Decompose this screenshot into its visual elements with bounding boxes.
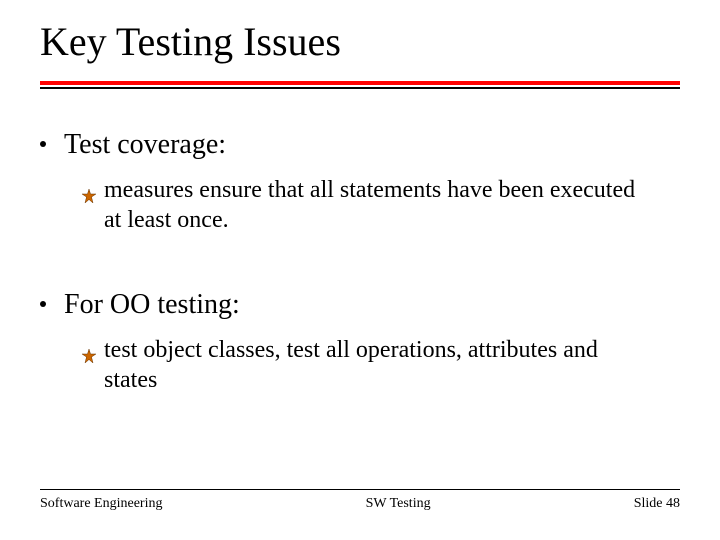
footer-right: Slide 48 bbox=[634, 496, 680, 512]
sub-bullet-text: test object classes, test all operations… bbox=[104, 335, 652, 395]
footer-left: Software Engineering bbox=[40, 496, 162, 512]
bullet-star-icon bbox=[82, 341, 96, 371]
footer-rule bbox=[40, 489, 680, 490]
bullet-dot-icon bbox=[40, 141, 46, 147]
bullet-star-icon bbox=[82, 181, 96, 211]
list-item: For OO testing: test object classes, tes… bbox=[40, 289, 680, 395]
slide-footer: Software Engineering SW Testing Slide 48 bbox=[40, 489, 680, 512]
slide-title: Key Testing Issues bbox=[40, 0, 680, 77]
sub-list-item: measures ensure that all statements have… bbox=[82, 175, 652, 235]
bullet-list: Test coverage: measures ensure that all … bbox=[40, 129, 680, 395]
list-item: Test coverage: measures ensure that all … bbox=[40, 129, 680, 235]
bullet-label: Test coverage: bbox=[64, 129, 226, 161]
slide: Key Testing Issues Test coverage: bbox=[0, 0, 720, 540]
slide-content: Test coverage: measures ensure that all … bbox=[40, 89, 680, 395]
sub-list-item: test object classes, test all operations… bbox=[82, 335, 652, 395]
title-rule-red bbox=[40, 81, 680, 85]
footer-center: SW Testing bbox=[366, 496, 431, 512]
bullet-dot-icon bbox=[40, 301, 46, 307]
bullet-label: For OO testing: bbox=[64, 289, 240, 321]
sub-bullet-text: measures ensure that all statements have… bbox=[104, 175, 652, 235]
